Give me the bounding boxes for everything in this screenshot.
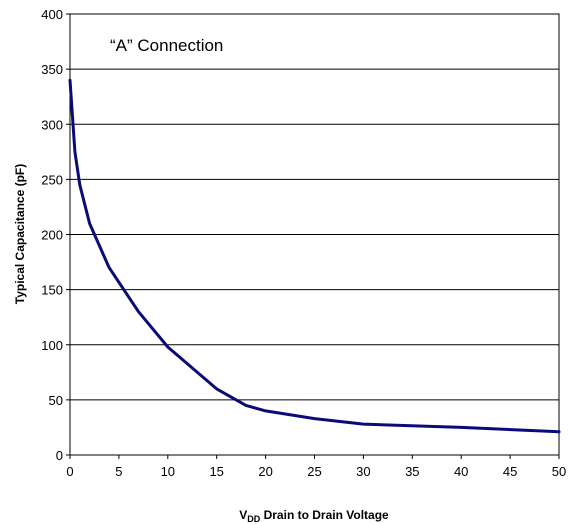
x-axis-title-subscript: DD	[247, 514, 260, 524]
x-tick-label: 0	[66, 464, 73, 479]
x-tick-label: 25	[307, 464, 321, 479]
y-tick-label: 250	[41, 172, 63, 187]
y-tick-label: 150	[41, 283, 63, 298]
y-tick-label: 400	[41, 7, 63, 22]
x-tick-label: 5	[115, 464, 122, 479]
x-tick-label: 30	[356, 464, 370, 479]
x-tick-label: 40	[454, 464, 468, 479]
chart-annotation: “A” Connection	[110, 36, 223, 55]
x-tick-label: 15	[209, 464, 223, 479]
y-tick-label: 350	[41, 62, 63, 77]
y-tick-label: 300	[41, 117, 63, 132]
capacitance-series-line	[68, 78, 561, 434]
y-tick-label: 0	[56, 448, 63, 463]
axis-ticks: 0 50 100 150 200 250 300 350 400 0 5 10 15 20 25 30 35 40…	[41, 7, 566, 479]
y-tick-label: 100	[41, 338, 63, 353]
x-tick-label: 35	[405, 464, 419, 479]
series-layer	[68, 78, 561, 434]
x-tick-label: 50	[552, 464, 566, 479]
x-tick-label: 20	[258, 464, 272, 479]
x-axis-title-rest: Drain to Drain Voltage	[260, 508, 389, 522]
y-tick-label: 50	[49, 393, 63, 408]
x-tick-label: 45	[503, 464, 517, 479]
x-axis-title-main: V	[239, 508, 247, 522]
x-axis-title: VDD Drain to Drain Voltage	[239, 508, 389, 524]
grid-lines	[70, 68, 559, 401]
x-tick-label: 10	[161, 464, 175, 479]
y-tick-label: 200	[41, 228, 63, 243]
y-axis-title: Typical Capacitance (pF)	[13, 164, 27, 304]
